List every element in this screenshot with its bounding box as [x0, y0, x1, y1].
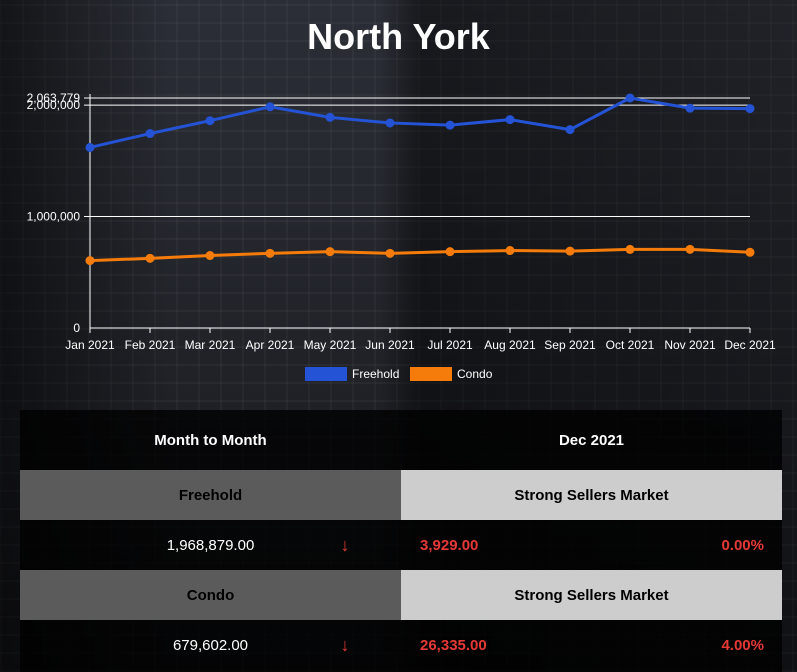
condo-label-row: Condo Strong Sellers Market	[20, 570, 782, 620]
header-month-to-month: Month to Month	[154, 431, 267, 449]
data-point-freehold	[265, 102, 275, 112]
legend-swatch-freehold	[305, 367, 347, 381]
data-point-condo	[445, 247, 455, 257]
data-point-freehold	[685, 103, 695, 113]
y-tick-label: 2,000,000	[27, 98, 81, 112]
condo-value: 679,602.00	[172, 636, 249, 654]
data-point-condo	[265, 248, 275, 258]
legend-label-condo: Condo	[457, 367, 493, 381]
x-tick-label: Jul 2021	[427, 338, 473, 352]
freehold-change: 3,929.00	[420, 536, 479, 554]
down-arrow-icon: ↓	[340, 634, 350, 655]
table-header-row: Month to Month Dec 2021	[20, 410, 782, 470]
freehold-label-row: Freehold Strong Sellers Market	[20, 470, 782, 520]
x-tick-label: Aug 2021	[484, 338, 536, 352]
condo-market-status: Strong Sellers Market	[401, 570, 782, 620]
condo-percent: 4.00%	[721, 636, 764, 654]
y-tick-label: 1,000,000	[27, 210, 81, 224]
series-line-condo	[89, 247, 751, 263]
condo-value-row: 679,602.00 ↓ 26,335.00 4.00%	[20, 620, 782, 670]
data-point-freehold	[745, 104, 755, 114]
condo-change: 26,335.00	[420, 636, 487, 654]
data-point-freehold	[385, 118, 395, 128]
data-point-condo	[745, 247, 755, 257]
freehold-percent: 0.00%	[721, 536, 764, 554]
data-point-condo	[385, 248, 395, 258]
series-line-freehold	[89, 96, 751, 149]
x-tick-label: Feb 2021	[125, 338, 176, 352]
condo-label: Condo	[20, 570, 401, 620]
data-point-freehold	[625, 93, 635, 103]
x-tick-label: Jun 2021	[365, 338, 415, 352]
data-point-freehold	[505, 115, 515, 125]
page-title: North York	[307, 16, 490, 57]
freehold-label: Freehold	[20, 470, 401, 520]
x-tick-label: Apr 2021	[246, 338, 295, 352]
header-date: Dec 2021	[558, 431, 625, 449]
x-tick-label: Mar 2021	[185, 338, 236, 352]
x-tick-label: Dec 2021	[724, 338, 776, 352]
data-point-condo	[145, 253, 155, 263]
data-point-condo	[205, 251, 215, 261]
data-point-condo	[565, 246, 575, 256]
down-arrow-icon: ↓	[340, 534, 350, 555]
x-tick-label: Nov 2021	[664, 338, 716, 352]
data-point-condo	[325, 247, 335, 257]
data-point-condo	[625, 244, 635, 254]
legend-label-freehold: Freehold	[352, 367, 399, 381]
data-point-freehold	[205, 116, 215, 126]
data-point-freehold	[325, 112, 335, 122]
data-point-condo	[85, 256, 95, 266]
y-tick-label: 2,063,779	[27, 91, 81, 105]
data-point-condo	[685, 244, 695, 254]
x-tick-label: Sep 2021	[544, 338, 596, 352]
summary-table: Month to Month Dec 2021 Freehold Strong …	[20, 410, 782, 672]
data-point-condo	[505, 246, 515, 256]
freehold-market-status: Strong Sellers Market	[401, 470, 782, 520]
x-tick-label: May 2021	[304, 338, 357, 352]
x-tick-label: Oct 2021	[606, 338, 655, 352]
freehold-value: 1,968,879.00	[166, 536, 255, 554]
data-point-freehold	[445, 120, 455, 130]
legend-swatch-condo	[410, 367, 452, 381]
y-tick-label: 0	[73, 321, 80, 335]
data-point-freehold	[85, 142, 95, 152]
freehold-value-row: 1,968,879.00 ↓ 3,929.00 0.00%	[20, 520, 782, 570]
data-point-freehold	[145, 129, 155, 139]
data-point-freehold	[565, 125, 575, 135]
x-tick-label: Jan 2021	[65, 338, 115, 352]
